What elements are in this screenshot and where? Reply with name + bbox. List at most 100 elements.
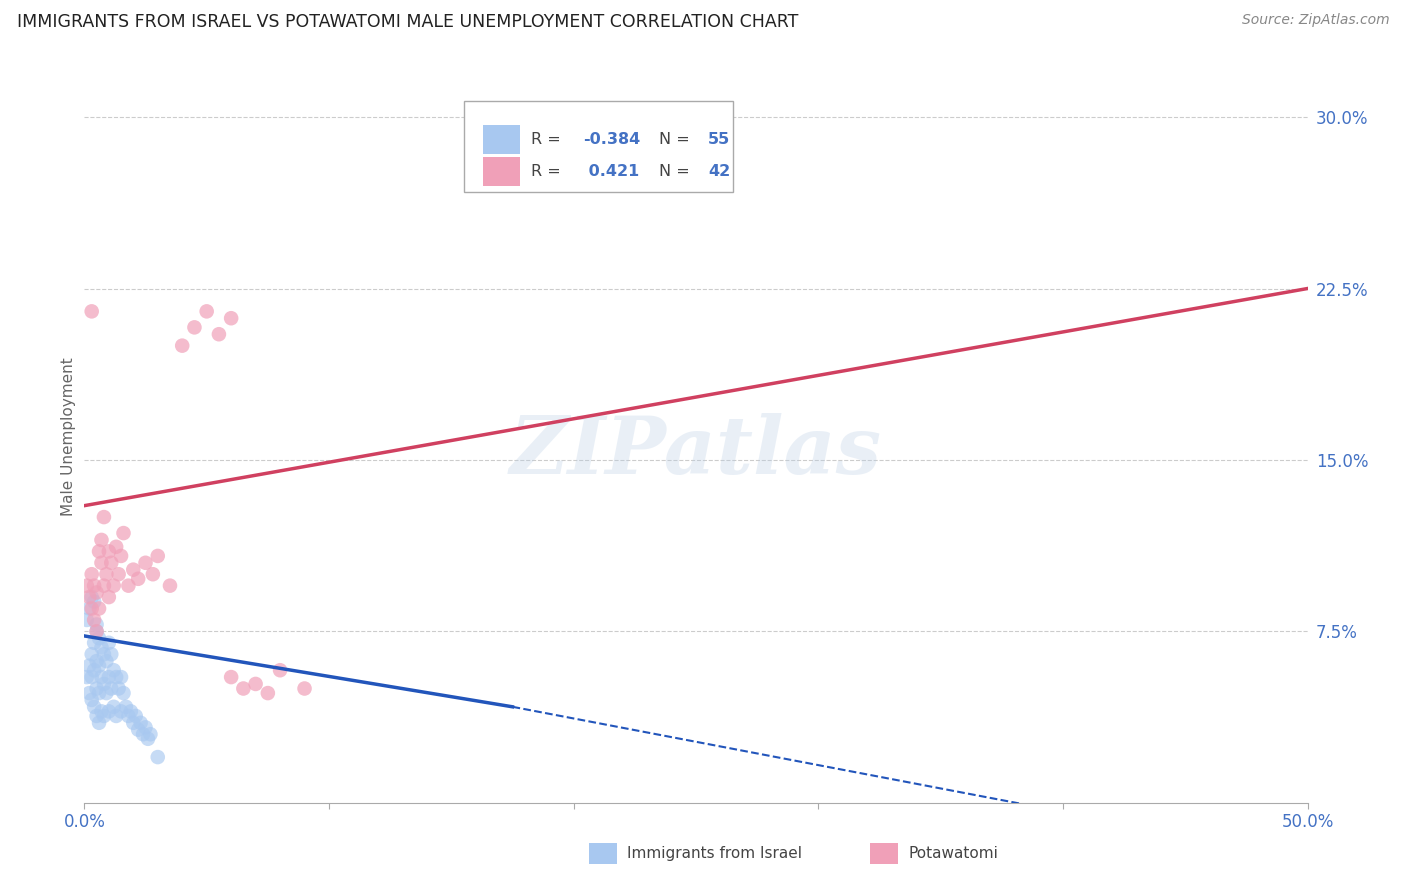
Point [83,579,105,593]
Point [100,556,122,570]
Point [93,709,115,723]
Point [93,647,115,661]
Point [86,709,108,723]
Point [86,654,108,668]
Point [83,699,105,714]
Point [87,686,110,700]
Point [93,677,115,691]
Text: R =: R = [531,164,561,179]
Point [77,658,100,673]
Point [195,304,218,318]
Point [93,510,115,524]
Point [97,636,120,650]
Point [87,544,110,558]
Point [117,709,139,723]
Point [97,670,120,684]
Point [127,572,149,586]
Point [208,327,231,342]
Y-axis label: Male Unemployment: Male Unemployment [60,358,76,516]
Point [87,601,110,615]
Text: Potawatomi: Potawatomi [908,847,998,861]
Text: 42: 42 [709,164,731,179]
Point [115,699,138,714]
Point [112,526,135,541]
Text: Source: ZipAtlas.com: Source: ZipAtlas.com [1241,13,1389,28]
Point [77,686,100,700]
Point [110,705,132,719]
Point [76,579,98,593]
Point [125,709,148,723]
Point [83,613,105,627]
Point [96,686,118,700]
Point [100,681,122,696]
Point [127,723,149,737]
Point [86,624,108,639]
Point [105,670,128,684]
Point [80,670,103,684]
Point [146,549,169,563]
Point [122,563,145,577]
Point [90,705,112,719]
Text: ZIPatlas: ZIPatlas [510,413,882,491]
Point [86,624,108,639]
Point [87,715,110,730]
Point [90,556,112,570]
Point [83,636,105,650]
Text: Immigrants from Israel: Immigrants from Israel [627,847,801,861]
Text: 0.421: 0.421 [583,164,640,179]
Text: 55: 55 [709,132,731,147]
Point [90,670,112,684]
Point [90,533,112,547]
Point [294,681,316,696]
Point [86,681,108,696]
Point [86,617,108,632]
Point [257,686,280,700]
Point [76,670,98,684]
Point [80,647,103,661]
Point [80,590,103,604]
Point [112,686,135,700]
Point [172,338,194,352]
Point [135,720,157,734]
Point [96,654,118,668]
Point [105,709,128,723]
Point [90,640,112,655]
Point [105,540,128,554]
Point [83,663,105,677]
Point [110,670,132,684]
Point [96,567,118,582]
Point [129,715,152,730]
FancyBboxPatch shape [464,101,733,192]
Point [245,677,267,691]
Point [269,663,291,677]
Point [132,727,155,741]
Point [107,567,129,582]
Point [219,670,242,684]
Point [120,705,142,719]
Point [100,647,122,661]
Text: R =: R = [531,132,561,147]
Point [97,590,120,604]
Point [93,579,115,593]
Point [77,601,100,615]
Point [87,658,110,673]
Point [183,320,205,334]
Point [80,567,103,582]
Point [139,727,162,741]
Point [107,681,129,696]
FancyBboxPatch shape [484,125,520,154]
Point [122,715,145,730]
Point [103,579,125,593]
Point [77,590,100,604]
Point [97,544,120,558]
FancyBboxPatch shape [484,157,520,186]
Text: IMMIGRANTS FROM ISRAEL VS POTAWATOMI MALE UNEMPLOYMENT CORRELATION CHART: IMMIGRANTS FROM ISRAEL VS POTAWATOMI MAL… [17,13,799,31]
Point [232,681,254,696]
Point [159,579,181,593]
Point [135,556,157,570]
Point [86,585,108,599]
Point [76,613,98,627]
Point [136,731,159,746]
Text: N =: N = [659,164,690,179]
Point [219,311,242,326]
